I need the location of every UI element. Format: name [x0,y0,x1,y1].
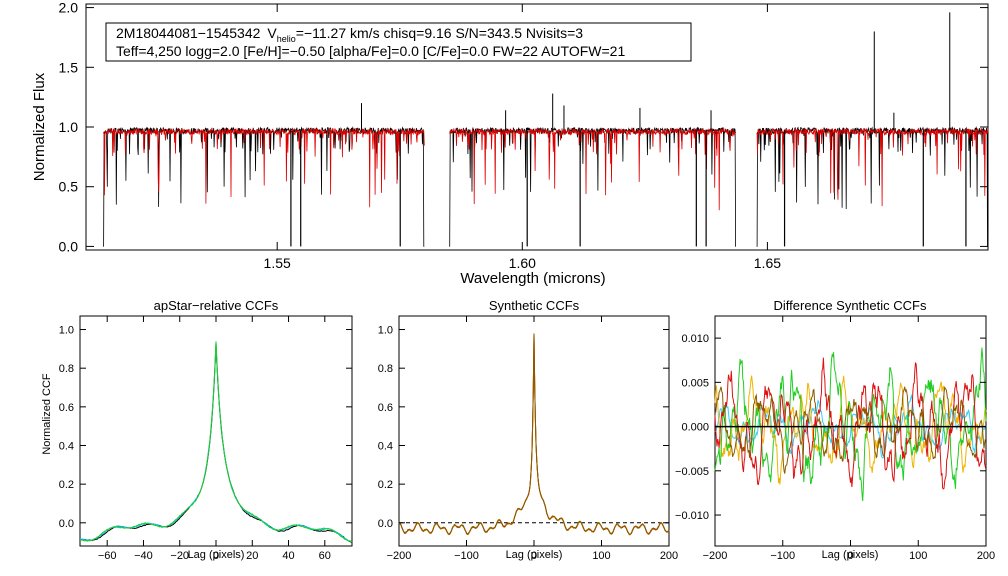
synthetic-x-tick-label: −100 [454,550,479,562]
synthetic-y-tick-label: 0.0 [378,518,393,530]
spectrum-observed-segment [449,126,736,247]
apstar-x-tick-label: 0 [213,550,219,562]
spectrum-observed-segment [756,126,988,247]
synthetic-y-tick-label: 0.4 [378,440,393,452]
apstar-y-tick-label: 0.4 [59,440,74,452]
apstar-x-tick-label: −40 [134,550,153,562]
spectrum-x-tick-label: 1.55 [264,255,291,271]
apstar-x-tick-label: 60 [319,550,331,562]
synthetic-x-label: Lag (pixels) [506,549,563,561]
apstar-title: apStar−relative CCFs [154,298,279,313]
synthetic-visit-brown-line [398,333,670,536]
apstar-x-tick-label: −20 [170,550,189,562]
synthetic-y-tick-label: 0.6 [378,402,393,414]
v-helio-symbol: V [267,25,277,41]
v-helio-subscript: helio [277,34,296,44]
apstar-ccf-panel: −60 −40 −20 0 20 40 60 0.0 0.2 0.4 0.6 0.8 1.0 apSta… [41,298,353,562]
spectrum-y-tick-label: 0.0 [59,238,79,254]
difference-axes: −200 −100 0 100 200 −0.010 −0.005 0.000 0.005 0.0… [675,316,995,562]
synthetic-x-tick-label: −200 [387,550,412,562]
synthetic-x-tick-label: 100 [592,550,610,562]
apstar-y-tick-label: 0.2 [59,479,74,491]
info-line-1-values: =−11.27 km/s chisq=9.16 S/N=343.5 Nvisit… [296,25,584,41]
spectrum-y-tick-label: 1.5 [59,59,79,75]
spectrum-y-tick-label: 2.0 [59,0,79,16]
info-line-2: Teff=4,250 logg=2.0 [Fe/H]=−0.50 [alpha/… [116,43,625,59]
difference-y-tick-label: 0.000 [681,422,709,434]
apstar-y-tick-label: 0.0 [59,518,74,530]
difference-x-tick-label: −200 [703,550,728,562]
difference-y-tick-label: −0.010 [675,510,709,522]
spectrum-axes: 1.55 1.60 1.65 0.0 0.5 1.0 1.5 2.0 [59,0,988,271]
spectrum-model-segment [756,127,989,207]
spectrum-x-tick-label: 1.60 [509,255,536,271]
difference-diff-brown-line [714,385,986,474]
apstar-axes: −60 −40 −20 0 20 40 60 0.0 0.2 0.4 0.6 0.8 1.0 [59,316,352,562]
difference-y-tick-label: −0.005 [675,466,709,478]
difference-x-tick-label: 100 [909,550,927,562]
synthetic-y-tick-label: 0.2 [378,479,393,491]
difference-x-tick-label: 200 [977,550,995,562]
difference-title: Difference Synthetic CCFs [774,298,927,313]
apstar-x-label: Lag (pixels) [188,549,245,561]
apstar-plot-area [79,341,353,544]
apstar-x-tick-label: −60 [98,550,117,562]
synthetic-title: Synthetic CCFs [489,298,580,313]
apstar-y-label: Normalized CCF [41,373,53,455]
synthetic-y-tick-label: 1.0 [378,325,393,337]
star-id: 2M18044081−1545342 [116,25,261,41]
spectrum-y-label: Normalized Flux [31,72,48,181]
spectrum-panel: 1.55 1.60 1.65 0.0 0.5 1.0 1.5 2.0 2M18044081−1… [31,0,989,287]
spectrum-y-tick-label: 1.0 [59,119,79,135]
spectrum-y-tick-label: 0.5 [59,179,79,195]
synthetic-x-tick-label: 0 [531,550,537,562]
difference-x-label: Lag (pixels) [822,549,879,561]
info-box [105,22,692,62]
apstar-x-tick-label: 20 [246,550,258,562]
spectrum-x-tick-label: 1.65 [754,255,781,271]
synthetic-plot-area [398,333,670,536]
difference-diff-red-line [714,357,987,490]
spectrum-plot-area [102,12,989,247]
difference-y-tick-label: 0.010 [681,333,709,345]
difference-x-tick-label: 0 [847,550,853,562]
apstar-visit-green-line [79,341,353,543]
difference-y-tick-label: 0.005 [681,377,709,389]
apstar-y-tick-label: 0.6 [59,402,74,414]
apstar-y-tick-label: 1.0 [59,325,74,337]
difference-ccf-panel: −200 −100 0 100 200 −0.010 −0.005 0.000 0.005 0.0… [675,298,995,562]
synthetic-x-tick-label: 200 [660,550,678,562]
synthetic-axes: −200 −100 0 100 200 0.0 0.2 0.4 0.6 0.8 1.0 [378,316,678,562]
apstar-x-tick-label: 40 [282,550,294,562]
synthetic-y-tick-label: 0.8 [378,363,393,375]
spectrum-model-segment [102,127,425,208]
apstar-visit-cyan-line [79,341,353,543]
info-line-1: 2M18044081−1545342 Vhelio=−11.27 km/s chi… [116,25,583,44]
spectrum-model-segment [449,127,737,211]
synthetic-ccf-panel: −200 −100 0 100 200 0.0 0.2 0.4 0.6 0.8 1.0 Synthe… [378,298,678,562]
apstar-y-tick-label: 0.8 [59,363,74,375]
difference-plot-area [714,347,987,502]
difference-x-tick-label: −100 [770,550,795,562]
spectrum-x-label: Wavelength (microns) [460,270,605,287]
apstar-visit-black-line [79,344,353,544]
